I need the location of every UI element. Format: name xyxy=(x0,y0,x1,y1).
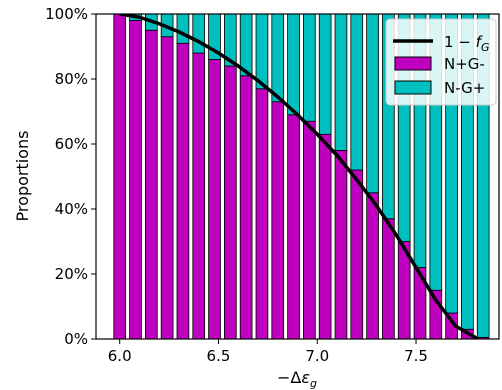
y-axis: 0% 20% 40% 60% 80% 100% xyxy=(45,5,96,348)
bar-ng-plus xyxy=(334,14,348,151)
plot-frame xyxy=(95,13,500,340)
bar-ng-minus xyxy=(350,169,364,339)
legend: 1 − fG N+G- N-G+ xyxy=(385,18,497,106)
x-tick-label: 6.5 xyxy=(207,347,231,365)
bar-ng-plus xyxy=(208,14,221,60)
bar-ng-minus xyxy=(224,65,237,339)
y-tick-label: 60% xyxy=(55,135,88,153)
line-one-minus-fg xyxy=(119,14,479,339)
bar-ng-plus xyxy=(255,14,269,90)
legend-label-ng-minus: N+G- xyxy=(444,55,485,73)
bar-ng-minus xyxy=(366,192,379,339)
bar-ng-plus xyxy=(224,14,237,67)
x-axis-label: −Δεg xyxy=(277,368,317,390)
y-tick-label: 0% xyxy=(64,330,88,348)
bar-ng-plus xyxy=(413,14,427,268)
bar-ng-minus xyxy=(334,150,348,339)
line-layer xyxy=(119,14,479,339)
bar-ng-plus xyxy=(445,14,458,314)
bar-ng-minus xyxy=(287,114,300,339)
bar-ng-plus xyxy=(461,14,474,330)
bar-ng-plus xyxy=(176,14,190,44)
x-tick-label: 7.0 xyxy=(305,347,329,365)
bar-ng-plus xyxy=(192,14,206,54)
legend-swatch-ng-plus xyxy=(394,80,432,95)
bar-ng-minus xyxy=(113,14,127,339)
bar-ng-minus xyxy=(303,120,316,339)
bar-ng-plus xyxy=(476,14,490,338)
bar-ng-plus xyxy=(350,14,364,171)
x-tick-label: 7.5 xyxy=(404,347,428,365)
bar-ng-minus xyxy=(208,59,221,339)
bar-ng-minus xyxy=(318,133,332,339)
bar-ng-plus xyxy=(397,14,411,242)
y-axis-label: Proportions xyxy=(13,131,32,222)
y-tick-label: 20% xyxy=(55,265,88,283)
bar-ng-minus xyxy=(129,20,142,339)
bar-ng-plus xyxy=(382,14,395,220)
legend-swatch-ng-minus xyxy=(394,56,432,71)
y-tick-label: 80% xyxy=(55,70,88,88)
bar-ng-plus xyxy=(271,14,285,103)
x-axis: 6.0 6.5 7.0 7.5 xyxy=(108,339,428,365)
bar-ng-minus xyxy=(382,218,395,339)
legend-label-line: 1 − fG xyxy=(444,33,489,54)
y-tick-label: 40% xyxy=(55,200,88,218)
bar-ng-plus xyxy=(239,14,253,77)
bar-ng-minus xyxy=(192,52,206,339)
x-tick-label: 6.0 xyxy=(108,347,132,365)
bar-ng-minus xyxy=(144,29,158,339)
bar-ng-plus xyxy=(429,14,443,291)
legend-label-ng-plus: N-G+ xyxy=(444,79,485,97)
bar-ng-plus xyxy=(303,14,316,122)
bar-ng-minus xyxy=(239,75,253,339)
bar-ng-minus xyxy=(160,36,174,339)
bar-ng-minus xyxy=(176,42,190,339)
bar-ng-plus xyxy=(318,14,332,135)
y-tick-label: 100% xyxy=(45,5,88,23)
bar-ng-plus xyxy=(366,14,379,194)
bar-ng-minus xyxy=(271,101,285,339)
bar-ng-plus xyxy=(287,14,300,116)
bar-ng-minus xyxy=(255,88,269,339)
